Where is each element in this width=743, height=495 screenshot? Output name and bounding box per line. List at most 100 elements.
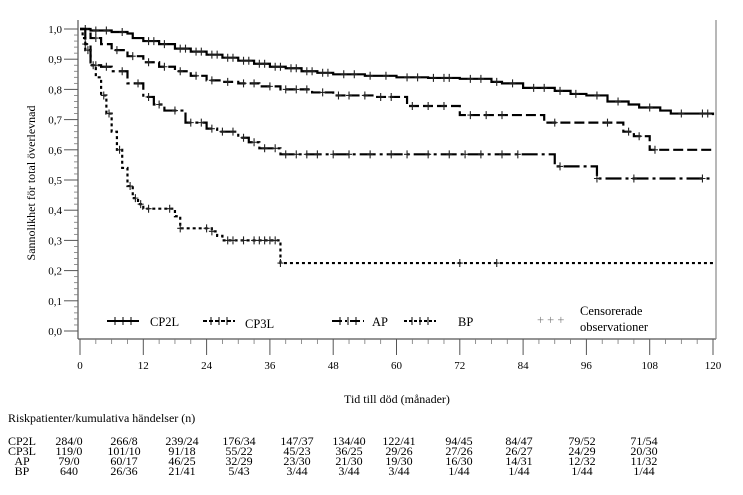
censor-mark	[630, 174, 637, 183]
censor-mark	[113, 46, 120, 55]
series-ap	[80, 27, 713, 183]
censor-mark	[171, 106, 178, 115]
censor-mark	[293, 85, 300, 94]
censor-mark	[509, 79, 516, 88]
censor-mark	[404, 73, 411, 82]
risk-cell: 71/54	[630, 434, 658, 448]
survival-chart: 0,0 0,1 0,2 0,3 0,4 0,5 0,6 0,7 0,8 0,9 1,0 0 12 24 36…	[24, 20, 722, 406]
risk-cell: 60/17	[110, 454, 138, 468]
censor-mark	[483, 111, 490, 120]
risk-cell: 640	[60, 464, 78, 478]
censor-mark	[132, 194, 139, 203]
risk-cell: 79/52	[568, 434, 596, 448]
censor-mark	[382, 71, 389, 80]
risk-cell: 23/30	[283, 454, 311, 468]
censor-mark	[103, 62, 110, 71]
risk-cell: 21/41	[168, 464, 196, 478]
risk-cell: 266/8	[110, 434, 138, 448]
censor-mark	[208, 227, 215, 236]
km-curve-cp3l	[80, 27, 713, 151]
censor-mark	[161, 40, 168, 49]
risk-cell: 176/34	[222, 434, 256, 448]
censor-mark	[261, 144, 268, 153]
risk-cell: 27/26	[445, 444, 473, 458]
risk-cell: 21/30	[335, 454, 363, 468]
censor-mark	[106, 109, 113, 118]
y-tick-label: 0,9	[48, 54, 62, 66]
legend-item-cp3l: CP3L	[203, 317, 274, 331]
censor-mark	[137, 200, 144, 209]
censor-mark	[92, 26, 99, 35]
km-curve-bp	[80, 27, 713, 265]
censor-mark	[377, 92, 384, 101]
censor-mark	[92, 34, 99, 43]
censor-mark	[240, 236, 247, 245]
censor-mark	[446, 73, 453, 82]
risk-cell: 239/24	[165, 434, 199, 448]
censor-mark	[240, 79, 247, 88]
risk-cell: 94/45	[445, 434, 473, 448]
legend-label: CP2L	[150, 315, 179, 329]
legend-item-bp: BP	[404, 315, 473, 329]
curves	[80, 25, 715, 268]
legend-censor-marker: + + +	[537, 313, 564, 327]
censor-mark	[182, 44, 189, 53]
y-tick-label: 0,7	[48, 115, 62, 127]
risk-cell: 45/23	[283, 444, 311, 458]
x-tick-label: 24	[201, 360, 213, 372]
censor-mark	[240, 56, 247, 65]
censor-mark	[145, 58, 152, 67]
censor-mark	[251, 138, 258, 147]
risk-cell: 26/27	[505, 444, 533, 458]
censor-mark	[593, 91, 600, 100]
censor-mark	[319, 68, 326, 77]
series-cp2l	[80, 26, 715, 118]
censor-mark	[193, 71, 200, 80]
censor-mark	[430, 73, 437, 82]
censor-mark	[261, 236, 268, 245]
censor-mark	[145, 37, 152, 46]
censor-mark	[593, 174, 600, 183]
censor-mark	[456, 259, 463, 268]
censor-mark	[229, 53, 236, 62]
censor-mark	[229, 236, 236, 245]
censor-mark	[440, 102, 447, 111]
legend-item-cp2l: CP2L	[107, 315, 179, 329]
legend-censored-label-line1: Censorerade	[580, 304, 643, 318]
censor-mark	[319, 88, 326, 97]
risk-cell: 3/44	[388, 464, 410, 478]
risk-cell: 11/32	[630, 454, 658, 468]
censor-mark	[187, 118, 194, 127]
y-tick-label: 0,4	[48, 205, 62, 217]
censor-mark	[224, 236, 231, 245]
risk-cell: 3/44	[338, 464, 360, 478]
censor-mark	[203, 224, 210, 233]
y-tick-label: 1,0	[48, 24, 62, 36]
x-axis-title: Tid till död (månader)	[344, 392, 450, 406]
censor-mark	[266, 236, 273, 245]
y-tick-label: 0,5	[48, 175, 62, 187]
censor-mark	[266, 82, 273, 91]
risk-row-bp: BP 640 26/36 21/41 5/43 3/44 3/44 3/44 1/44 1/44 1…	[4, 464, 739, 478]
censor-mark	[704, 109, 711, 118]
censor-mark	[282, 85, 289, 94]
censor-mark	[116, 145, 123, 154]
series-cp3l	[80, 25, 713, 154]
censor-mark	[493, 259, 500, 268]
x-tick-label: 48	[328, 360, 340, 372]
censor-mark	[551, 118, 558, 127]
censor-mark	[303, 67, 310, 76]
censor-mark	[272, 144, 279, 153]
risk-row-cp3l: CP3L 119/0 101/10 91/18 55/22 45/23 36/25 29/26…	[4, 444, 739, 458]
legend-label: CP3L	[245, 317, 274, 331]
censor-mark	[288, 64, 294, 73]
risk-row-label: CP2L	[7, 434, 36, 448]
censor-mark	[214, 50, 221, 59]
censor-mark	[251, 236, 258, 245]
censor-mark	[467, 111, 474, 120]
censor-mark	[462, 150, 469, 159]
censor-mark	[514, 150, 521, 159]
censor-mark	[103, 26, 110, 35]
risk-cell: 1/44	[633, 464, 655, 478]
axes: 0,0 0,1 0,2 0,3 0,4 0,5 0,6 0,7 0,8 0,9 1,0 0 12 24 36…	[48, 20, 722, 372]
